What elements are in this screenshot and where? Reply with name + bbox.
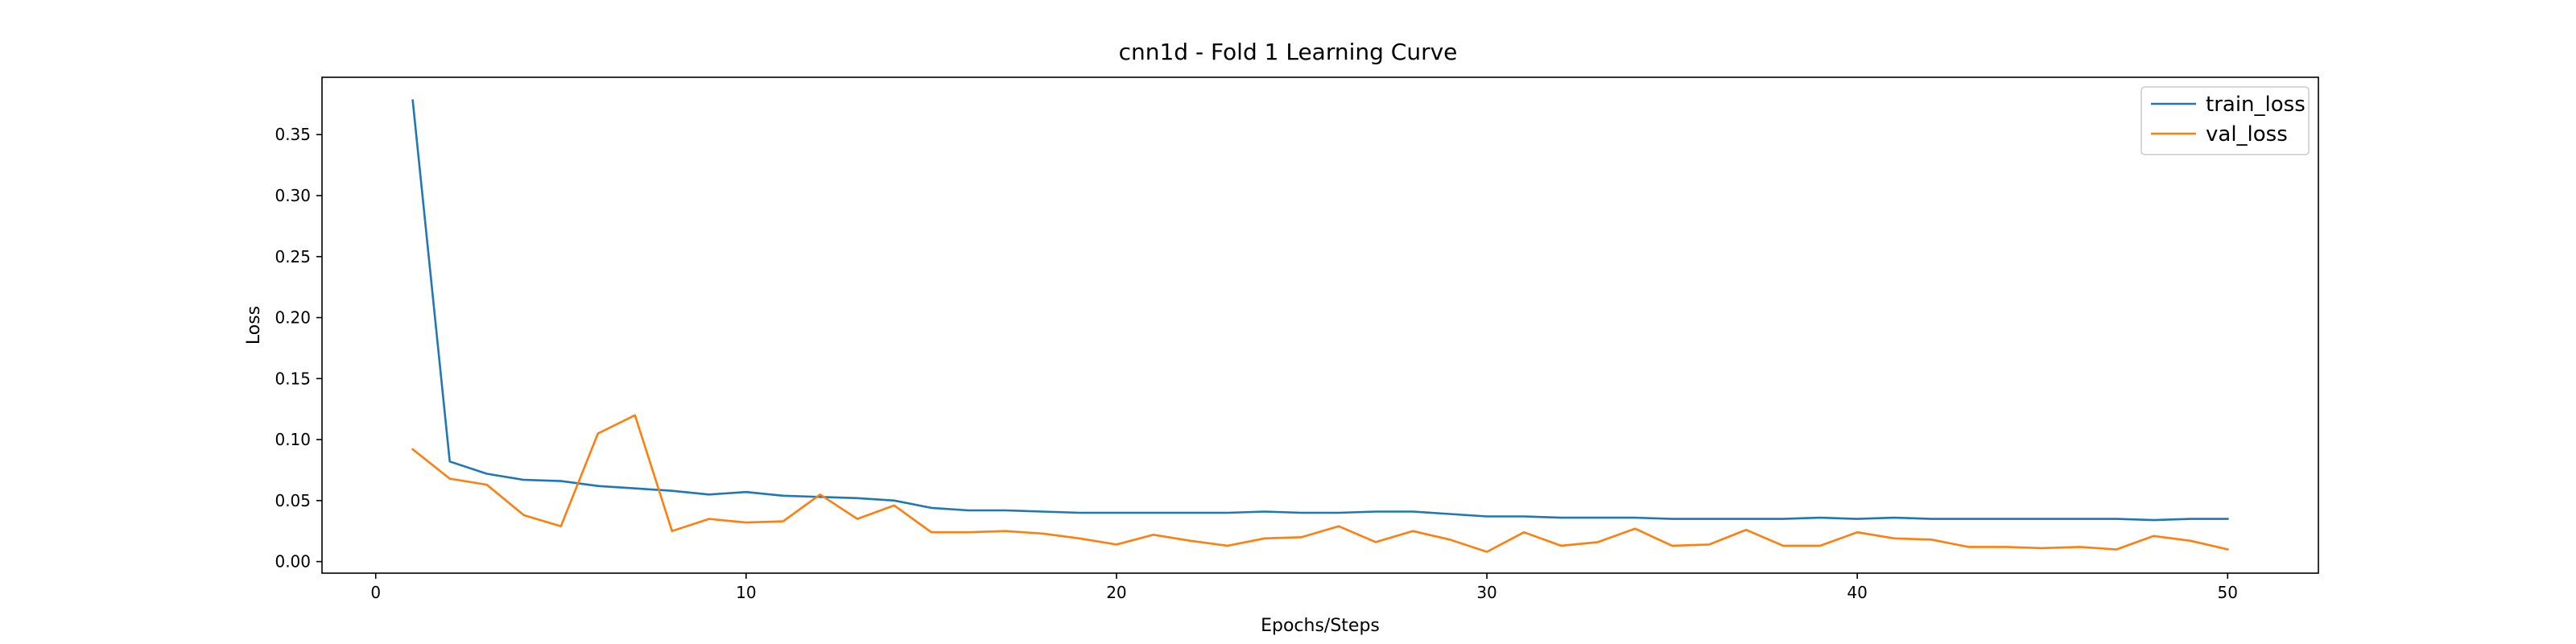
x-tick-label: 10 — [736, 583, 756, 602]
x-axis-label: Epochs/Steps — [1261, 616, 1380, 636]
legend-label-train-loss: train_loss — [2206, 93, 2306, 117]
y-tick-label: 0.00 — [275, 552, 311, 572]
y-tick-label: 0.20 — [275, 308, 311, 328]
x-tick-label: 40 — [1847, 583, 1867, 602]
x-tick-label: 20 — [1106, 583, 1126, 602]
y-tick-label: 0.15 — [275, 369, 311, 388]
y-tick-label: 0.30 — [275, 186, 311, 205]
x-axis: 0 10 20 30 40 50 — [370, 573, 2238, 602]
series-line-val-loss — [411, 414, 2229, 553]
legend: train_loss val_loss — [2140, 86, 2310, 155]
x-tick-label: 30 — [1476, 583, 1496, 602]
legend-label-val-loss: val_loss — [2206, 122, 2288, 147]
x-tick-label: 50 — [2218, 583, 2238, 602]
y-axis: 0.00 0.05 0.10 0.15 0.20 0.25 0.30 0.35 — [275, 125, 322, 572]
x-tick-label: 0 — [370, 583, 381, 602]
y-tick-label: 0.35 — [275, 125, 311, 144]
y-tick-label: 0.25 — [275, 247, 311, 266]
series-line-train-loss — [411, 99, 2229, 522]
y-axis-label: Loss — [244, 306, 264, 345]
plot-frame — [321, 76, 2319, 574]
y-tick-label: 0.10 — [275, 430, 311, 449]
plot-area — [411, 99, 2229, 553]
chart-title: cnn1d - Fold 1 Learning Curve — [1119, 39, 1458, 65]
y-tick-label: 0.05 — [275, 491, 311, 510]
